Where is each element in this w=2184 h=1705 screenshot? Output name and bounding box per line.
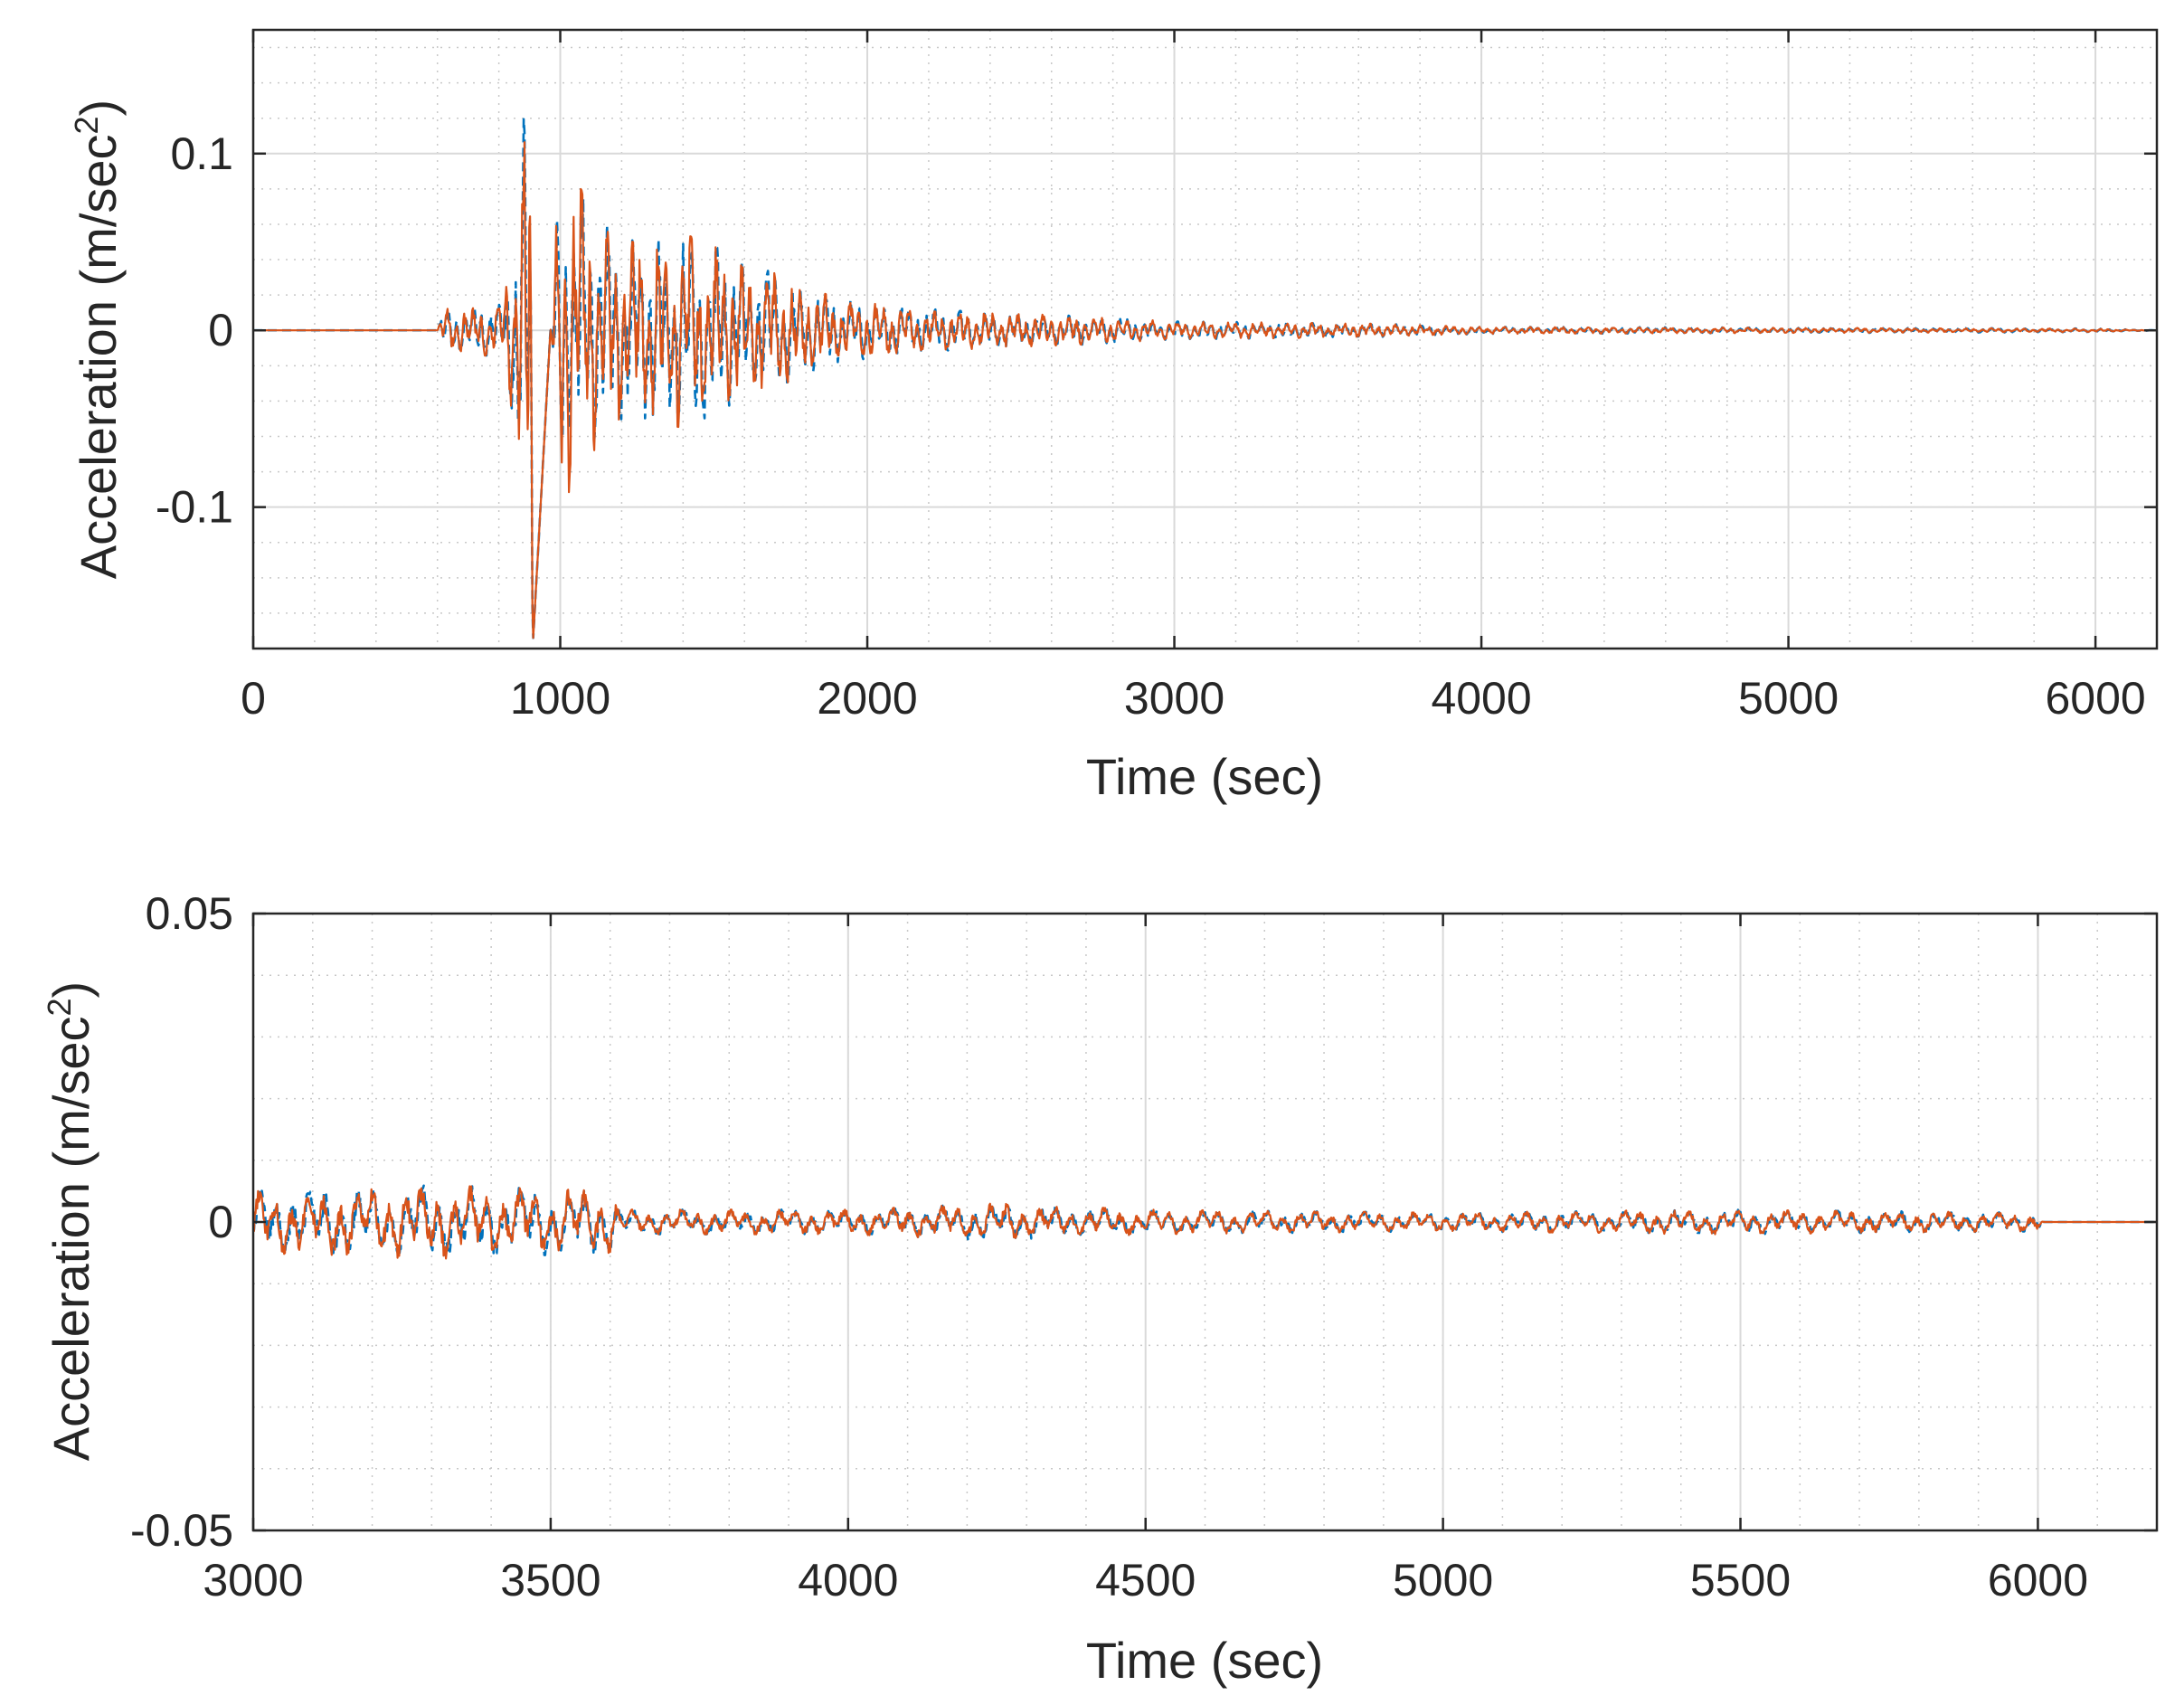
bottom-y-tick-label: 0 [208, 1197, 233, 1247]
bottom-series-layer [253, 1184, 2157, 1260]
bottom-tick-marks [251, 912, 2157, 1532]
top-x-axis-label: Time (sec) [1086, 748, 1323, 805]
top-x-tick-label: 4000 [1431, 673, 1531, 724]
top-y-tick-labels: -0.1 0 0.1 [156, 128, 233, 533]
bottom-chart: 3000 3500 4000 4500 5000 5500 6000 -0.0500.05 … [41, 888, 2159, 1689]
top-y-tick-label: 0 [208, 305, 233, 355]
bottom-y-axis-label-main: Acceleration (m/sec [43, 1016, 99, 1461]
bottom-x-tick-label: 4000 [798, 1555, 898, 1606]
top-x-tick-label: 6000 [2045, 673, 2145, 724]
top-series-orange-line [253, 141, 2157, 639]
bottom-y-axis-label: Acceleration (m/sec2) [41, 981, 100, 1461]
bottom-y-tick-label: 0.05 [146, 888, 233, 939]
bottom-x-tick-label: 5000 [1393, 1555, 1493, 1606]
bottom-series-blue-line [253, 1184, 2157, 1260]
top-plot-background [253, 30, 2157, 649]
top-x-tick-label: 0 [241, 673, 266, 724]
top-x-tick-label: 2000 [817, 673, 917, 724]
top-x-tick-label: 1000 [510, 673, 610, 724]
top-y-axis-label-superscript: 2 [68, 116, 105, 134]
bottom-x-tick-label: 4500 [1095, 1555, 1196, 1606]
top-y-axis-label-close: ) [70, 99, 127, 117]
top-y-tick-label: 0.1 [170, 128, 233, 179]
top-y-axis-label: Acceleration (m/sec2) [68, 99, 128, 579]
top-series-layer [253, 118, 2157, 639]
bottom-y-tick-labels: -0.05 0 0.05 [130, 888, 233, 1556]
bottom-x-tick-label: 6000 [1988, 1555, 2088, 1606]
bottom-x-tick-label: 5500 [1690, 1555, 1791, 1606]
bottom-x-tick-label: 3500 [500, 1555, 600, 1606]
bottom-y-axis-label-close: ) [43, 981, 99, 999]
top-y-axis-label-main: Acceleration (m/sec [70, 134, 127, 579]
top-y-tick-label: -0.1 [156, 482, 233, 533]
top-x-tick-labels: 0 1000 2000 3000 4000 5000 6000 [241, 673, 2146, 724]
top-x-tick-label: 5000 [1738, 673, 1839, 724]
bottom-x-axis-label: Time (sec) [1086, 1632, 1323, 1689]
bottom-x-tick-labels: 3000 3500 4000 4500 5000 5500 6000 [203, 1555, 2088, 1606]
top-axes-box [251, 28, 2159, 650]
bottom-y-tick-label: -0.05 [130, 1505, 233, 1556]
top-tick-marks [251, 30, 2157, 649]
bottom-series-orange-line [253, 1185, 2157, 1260]
bottom-y-axis-label-superscript: 2 [41, 998, 78, 1016]
bottom-x-tick-label: 3000 [203, 1555, 303, 1606]
top-chart: 0 1000 2000 3000 4000 5000 6000 -0.1 0 0.1 Time … [68, 28, 2159, 805]
top-x-tick-label: 3000 [1124, 673, 1224, 724]
